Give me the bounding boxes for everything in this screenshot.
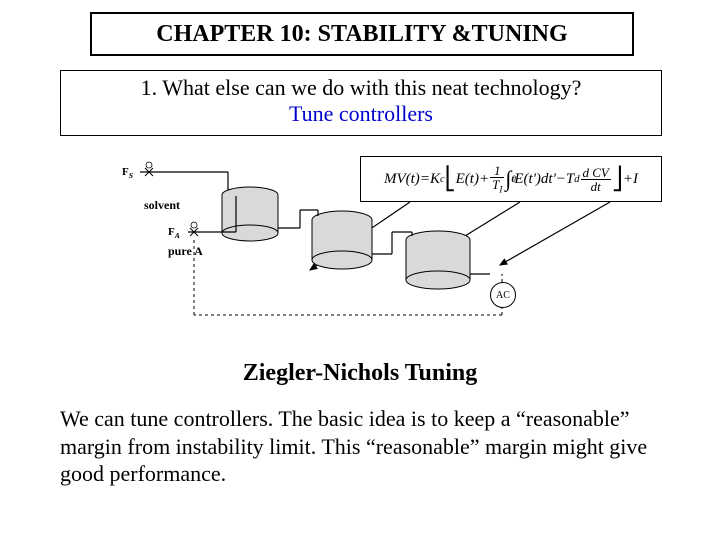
- zn-heading: Ziegler-Nichols Tuning: [0, 360, 720, 387]
- chapter-title: CHAPTER 10: STABILITY &TUNING: [156, 21, 567, 48]
- tanks-and-pipes: [60, 150, 660, 330]
- subtitle-line1: 1. What else can we do with this neat te…: [61, 75, 661, 101]
- label-fs: FS: [122, 166, 133, 180]
- subtitle-line2: Tune controllers: [61, 101, 661, 127]
- ac-controller-icon: AC: [490, 282, 516, 308]
- subtitle-box: 1. What else can we do with this neat te…: [60, 70, 662, 136]
- label-purea: pure A: [168, 244, 203, 259]
- process-diagram: MV(t) = Kc ⎣ E(t) + 1 TI ∫0t E(t')dt' − …: [60, 150, 660, 330]
- label-solvent: solvent: [144, 198, 180, 213]
- body-paragraph: We can tune controllers. The basic idea …: [60, 405, 660, 488]
- label-fa: FA: [168, 226, 180, 240]
- title-box: CHAPTER 10: STABILITY &TUNING: [90, 12, 634, 56]
